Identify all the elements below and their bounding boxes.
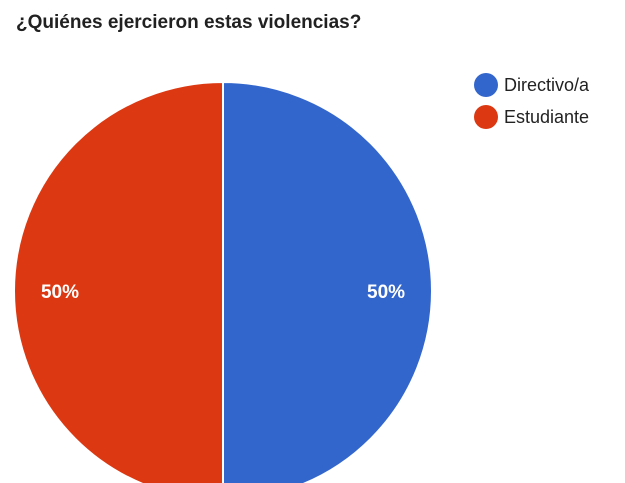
slice-label-directivo: 50% <box>367 282 405 303</box>
legend-item-estudiante: Estudiante <box>474 103 589 131</box>
legend-item-directivo: Directivo/a <box>474 71 589 99</box>
pie-slice-estudiante <box>13 80 224 483</box>
chart-legend: Directivo/a Estudiante <box>474 71 589 135</box>
chart-title: ¿Quiénes ejercieron estas violencias? <box>16 12 362 33</box>
legend-label-estudiante: Estudiante <box>504 106 590 127</box>
slice-label-estudiante: 50% <box>41 282 79 303</box>
pie-slice-directivo <box>222 80 433 483</box>
legend-label-directivo: Directivo/a <box>504 74 590 95</box>
legend-swatch-directivo <box>474 73 498 97</box>
legend-swatch-estudiante <box>474 105 498 129</box>
